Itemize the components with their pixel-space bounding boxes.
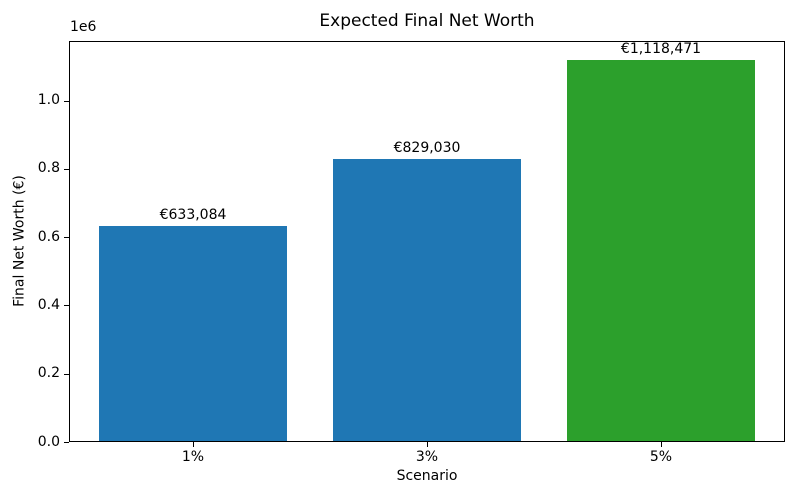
y-tick-mark <box>64 305 69 307</box>
x-tick-mark <box>661 442 662 447</box>
y-tick-mark <box>64 237 69 239</box>
bar-value-label: €829,030 <box>393 139 461 156</box>
y-tick-mark <box>64 442 69 443</box>
y-tick-mark <box>64 168 69 170</box>
y-tick-label: 0.6 <box>37 228 60 245</box>
x-tick-mark <box>193 442 194 447</box>
bar-value-label: €633,084 <box>159 206 227 223</box>
x-tick-label: 3% <box>415 449 439 465</box>
chart-title: Expected Final Net Worth <box>319 11 535 31</box>
y-axis-offset-label: 1e6 <box>70 19 97 35</box>
y-tick-label: 1.0 <box>37 92 60 108</box>
y-tick-mark <box>64 373 69 375</box>
y-tick-label: 0.2 <box>37 365 60 382</box>
bar-3% <box>333 158 521 442</box>
y-tick-label: 0.0 <box>37 433 60 450</box>
x-tick-mark <box>427 442 428 447</box>
x-axis-label: Scenario <box>396 468 458 484</box>
bar-value-label: €1,118,471 <box>620 41 702 58</box>
x-tick-label: 5% <box>649 449 673 465</box>
bar-1% <box>99 225 287 442</box>
y-tick-mark <box>64 100 69 102</box>
x-tick-label: 1% <box>181 449 205 465</box>
y-tick-label: 0.4 <box>37 296 60 313</box>
bar-5% <box>567 60 755 442</box>
y-tick-label: 0.8 <box>37 160 60 177</box>
